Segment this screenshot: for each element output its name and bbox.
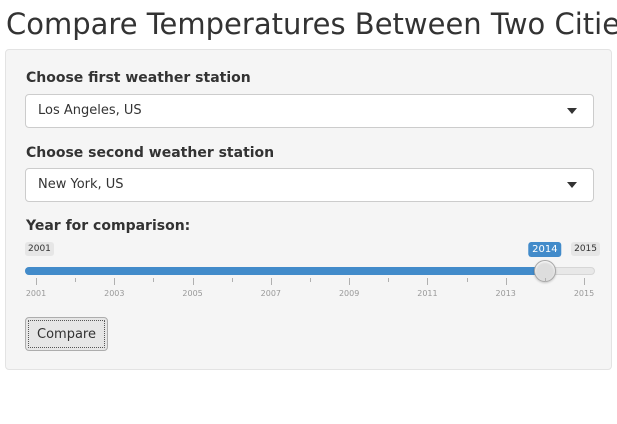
chevron-down-icon <box>567 108 577 114</box>
first-station-select[interactable]: Los Angeles, US <box>25 94 594 128</box>
slider-tick-label: 2003 <box>104 289 125 298</box>
first-station-value: Los Angeles, US <box>38 103 142 118</box>
slider-tick <box>505 278 507 285</box>
slider-tick <box>584 278 585 285</box>
year-slider[interactable]: 2001 2015 2014 2001 2003 2005 2007 2009 2011 2… <box>25 238 600 298</box>
slider-tick-label: 2007 <box>260 289 282 298</box>
slider-tick <box>466 278 468 282</box>
input-panel: Choose first weather station Los Angeles… <box>5 49 612 370</box>
compare-button[interactable]: Compare <box>25 317 108 351</box>
slider-tick-label: 2011 <box>417 289 438 298</box>
chevron-down-icon <box>567 182 577 188</box>
slider-tick <box>310 278 311 282</box>
slider-tick-label: 2001 <box>25 289 47 298</box>
slider-value-badge: 2014 <box>528 242 562 257</box>
page-title: Compare Temperatures Between Two Cities <box>6 7 617 41</box>
year-label: Year for comparison: <box>26 218 191 234</box>
second-station-label: Choose second weather station <box>26 145 275 161</box>
slider-max-badge: 2015 <box>571 242 600 256</box>
slider-min-badge: 2001 <box>25 242 54 256</box>
second-station-value: New York, US <box>38 177 124 192</box>
slider-tick-label: 2015 <box>573 289 595 298</box>
slider-tick <box>427 278 429 285</box>
slider-tick <box>544 278 546 282</box>
slider-tick <box>153 278 155 282</box>
slider-tick <box>270 278 272 285</box>
first-station-label: Choose first weather station <box>26 70 251 86</box>
slider-tick-label: 2013 <box>495 289 516 298</box>
slider-tick <box>388 278 390 282</box>
slider-tick-label: 2005 <box>182 289 203 298</box>
slider-tick <box>192 278 194 285</box>
second-station-select[interactable]: New York, US <box>25 168 594 202</box>
slider-tick <box>114 278 116 285</box>
slider-tick <box>75 278 77 282</box>
slider-tick <box>231 278 233 282</box>
slider-tick <box>36 278 37 285</box>
slider-tick <box>349 278 351 285</box>
slider-tick-label: 2009 <box>338 289 360 298</box>
slider-fill <box>25 267 545 275</box>
